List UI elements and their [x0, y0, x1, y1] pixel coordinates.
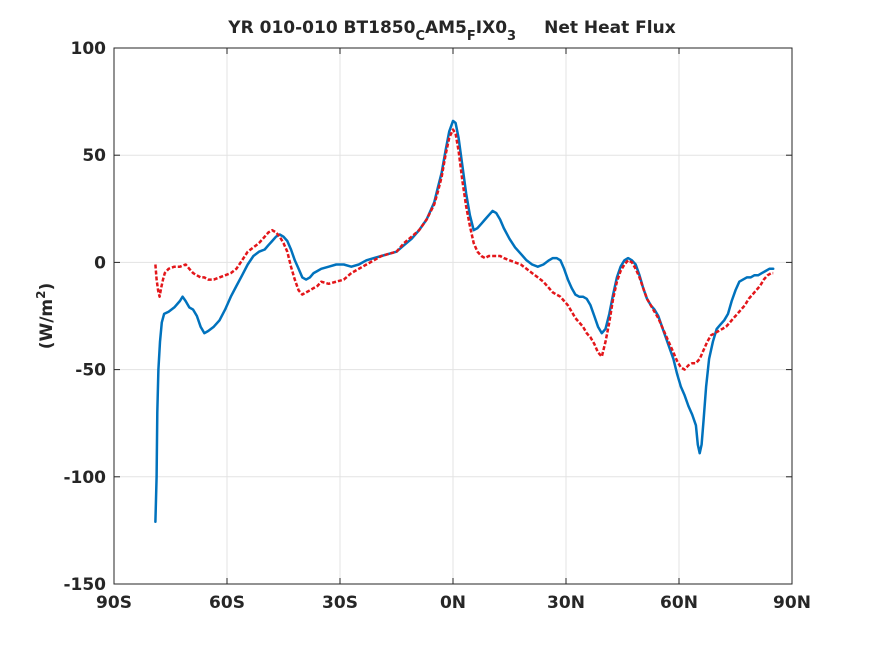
x-tick-label: 60S [209, 593, 245, 613]
x-tick-label: 60N [660, 593, 698, 613]
series-line-red-dashed [154, 128, 774, 371]
chart-title: YR 010-010 BT1850CAM5FIX03 Net Heat Flux [227, 18, 675, 44]
title-sub-c: C [415, 29, 425, 44]
title-sub-3: 3 [507, 29, 516, 44]
title-mid-am5: AM5 [425, 18, 467, 38]
title-mid-ix0: IX0 [476, 18, 507, 38]
y-axis-label-text: (W/m [37, 299, 57, 349]
x-tick-label: 0N [440, 593, 466, 613]
x-tick-label: 30N [547, 593, 585, 613]
y-axis-label-sup: 2 [34, 290, 48, 298]
title-suffix: Net Heat Flux [544, 18, 676, 38]
y-tick-label: 100 [71, 39, 107, 59]
y-axis-label: (W/m2) [34, 283, 57, 350]
y-axis-label-close: ) [37, 283, 57, 291]
x-tick-label: 90S [96, 593, 132, 613]
title-sub-f: F [467, 29, 476, 44]
y-tick-label: 0 [94, 253, 106, 273]
series-lines [154, 119, 775, 524]
axis-ticks: 90S 60S 30S 0N 30N 60N 90N -150 -100 -50 0 50 100 [63, 39, 810, 613]
y-tick-label: -50 [75, 361, 106, 381]
y-tick-label: -150 [63, 575, 106, 595]
title-prefix: YR 010-010 BT1850 [227, 18, 415, 38]
x-tick-label: 90N [773, 593, 811, 613]
series-line-blue [154, 119, 775, 524]
y-tick-label: 50 [82, 146, 106, 166]
y-tick-label: -100 [63, 468, 106, 488]
x-tick-label: 30S [322, 593, 358, 613]
